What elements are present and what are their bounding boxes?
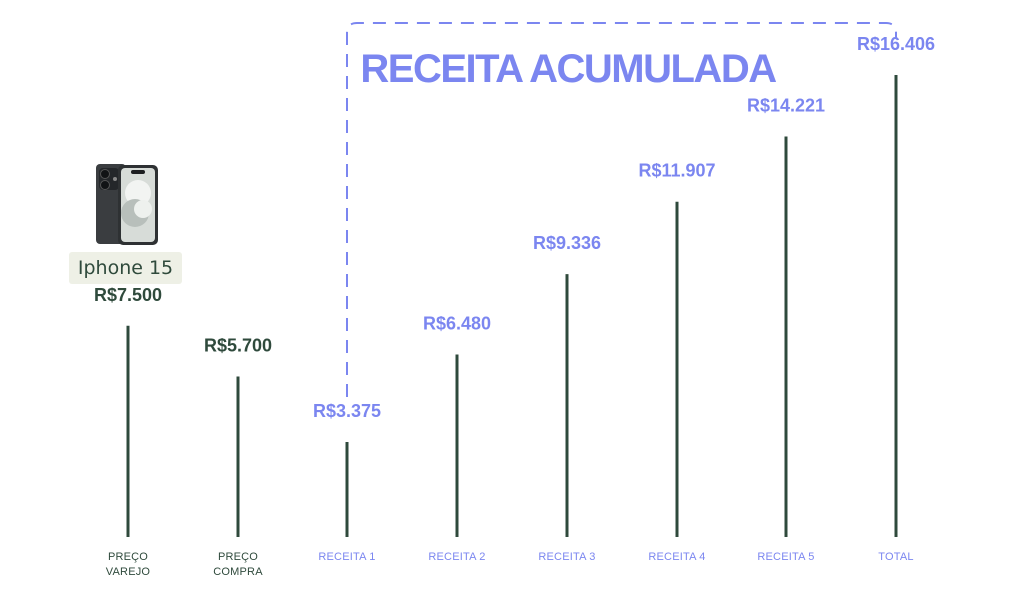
category-label-0: PREÇO VAREJO — [106, 551, 151, 578]
chart-title: RECEITA ACUMULADA — [360, 47, 776, 91]
bars-group: R$7.500 PREÇO VAREJO R$5.700 PREÇO COMPRA R$3.… — [94, 34, 935, 578]
category-label-6: RECEITA 5 — [757, 551, 814, 563]
smartphone-icon — [95, 163, 159, 247]
value-label-2: R$3.375 — [313, 401, 381, 421]
category-label-1: PREÇO COMPRA — [213, 551, 263, 578]
value-label-4: R$9.336 — [533, 233, 601, 253]
value-label-0: R$7.500 — [94, 285, 162, 305]
value-label-3: R$6.480 — [423, 314, 491, 334]
value-label-5: R$11.907 — [638, 161, 715, 181]
value-label-1: R$5.700 — [204, 335, 272, 355]
value-label-6: R$14.221 — [747, 96, 825, 116]
accumulated-revenue-bracket — [346, 22, 897, 397]
product-name-tag: Iphone 15 — [69, 252, 182, 284]
category-label-7: TOTAL — [878, 551, 913, 563]
value-label-7: R$16.406 — [857, 34, 935, 54]
category-label-3: RECEITA 2 — [428, 551, 485, 563]
category-label-4: RECEITA 3 — [538, 551, 595, 563]
category-label-2: RECEITA 1 — [318, 551, 375, 563]
category-label-5: RECEITA 4 — [648, 551, 705, 563]
